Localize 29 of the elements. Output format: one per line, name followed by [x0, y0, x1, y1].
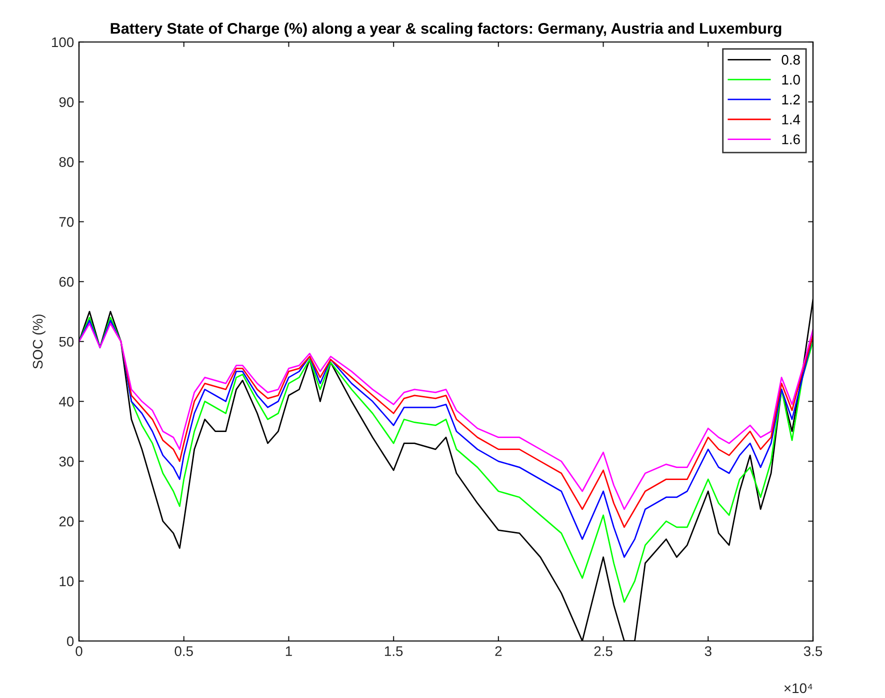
x-tick-label: 1.5	[384, 646, 403, 656]
x-tick-label: 1	[286, 646, 292, 656]
x-tick-label: 3	[704, 646, 712, 656]
legend-label: 1.0	[782, 74, 800, 85]
x-tick-label: 3.5	[804, 646, 822, 656]
y-tick-label: 10	[60, 576, 74, 586]
x-tick-label: 2	[495, 646, 502, 656]
y-tick-label: 40	[59, 396, 74, 407]
y-tick-label: 20	[59, 516, 74, 526]
legend-label: 1.2	[782, 94, 800, 104]
y-axis-title: SOC (%)	[32, 314, 46, 369]
chart-title: Battery State of Charge (%) along a year & scaling factors: Germany, Austria and Luxemburg	[110, 22, 782, 37]
y-tick-label: 90	[59, 97, 74, 108]
y-tick-label: 50	[59, 336, 74, 347]
text: ×10⁴	[784, 683, 812, 694]
line-series	[79, 320, 813, 558]
x-tick-label: 0.5	[174, 646, 193, 656]
y-tick-label: 80	[59, 157, 74, 167]
y-tick-label: 70	[59, 217, 74, 227]
y-tick-label: 100	[52, 37, 74, 48]
line-series	[79, 316, 813, 603]
legend-label: 0.8	[782, 54, 800, 65]
legend-label: 1.4	[782, 114, 800, 124]
legend-label: 1.6	[782, 134, 800, 144]
y-tick-label: 0	[66, 636, 74, 646]
y-tick-label: 60	[59, 276, 74, 287]
x-tick-label: 2.5	[594, 646, 612, 656]
x-tick-label: 0	[76, 646, 82, 656]
y-tick-label: 30	[59, 456, 74, 466]
